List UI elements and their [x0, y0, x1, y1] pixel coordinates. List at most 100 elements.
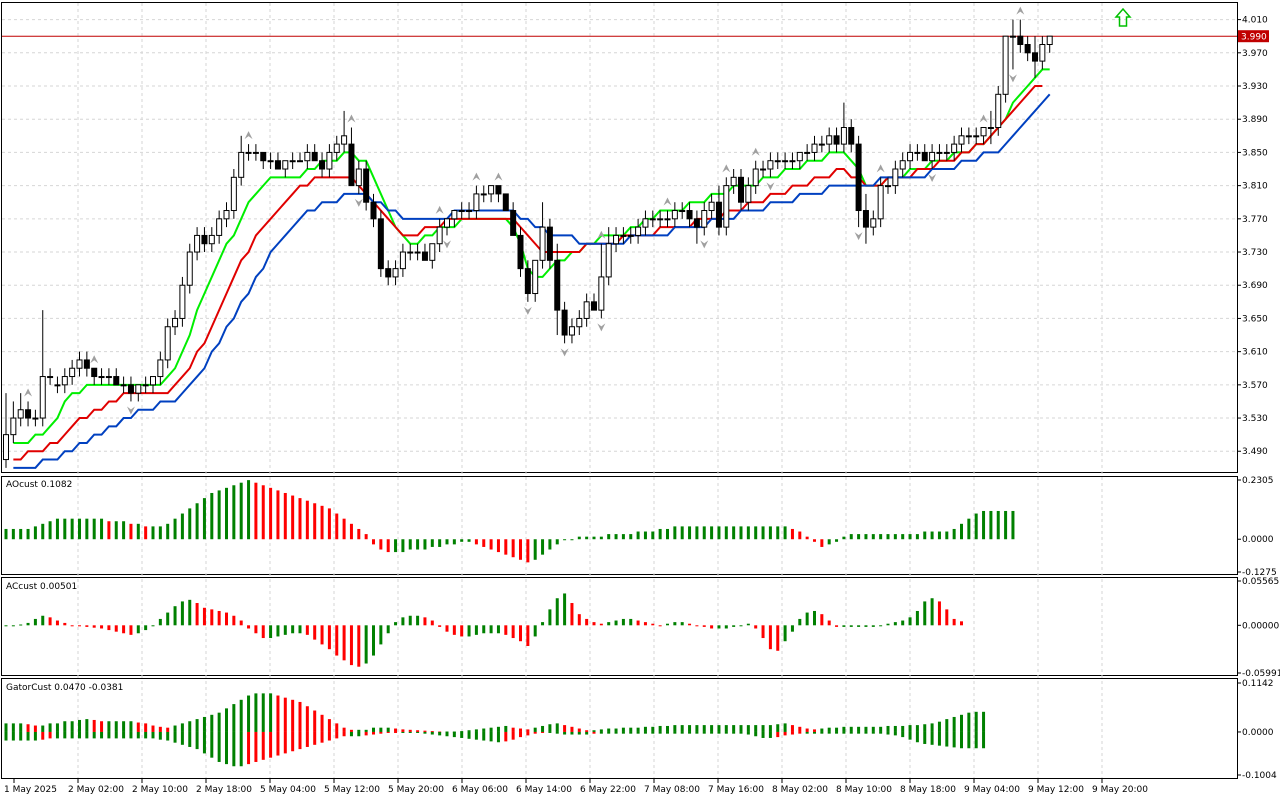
price-tick-label: 3.530	[1242, 414, 1268, 424]
gator-upper-bar	[739, 725, 743, 732]
fractal-down-icon	[560, 348, 569, 357]
candle-body-bull	[480, 193, 487, 196]
candle	[39, 310, 46, 427]
ao-bar	[710, 526, 714, 540]
candle-body-bull	[679, 210, 686, 213]
price-tick-label: 3.730	[1242, 248, 1268, 258]
candle	[929, 144, 936, 170]
gator-lower-bar	[26, 731, 30, 741]
candle	[83, 351, 90, 377]
ac-bar	[416, 615, 420, 626]
ao-bar	[658, 528, 662, 540]
ao-bar	[460, 539, 464, 542]
candle	[987, 110, 994, 145]
candle-body-bull	[532, 259, 539, 295]
ao-bar	[974, 513, 978, 540]
candle-body-bull	[576, 317, 583, 328]
candle	[715, 185, 722, 236]
candle-body-bull	[473, 193, 480, 212]
ao-bar	[783, 526, 787, 540]
gator-upper-bar	[592, 730, 596, 732]
gator-lower-bar	[305, 731, 309, 747]
gator-upper-bar	[680, 725, 684, 732]
ao-bar	[989, 510, 993, 540]
price-tick-label: 3.690	[1242, 281, 1268, 291]
ao-bar	[629, 534, 633, 540]
fractal-up-icon	[751, 147, 760, 156]
fractal-up-icon	[244, 131, 253, 140]
gator-upper-bar	[467, 730, 471, 732]
candle	[17, 393, 24, 427]
ac-bar	[813, 610, 816, 626]
candle-body-bull	[341, 135, 348, 145]
gator-lower-bar	[210, 731, 214, 758]
gator-lower-bar	[48, 731, 52, 739]
candle-body-bull	[613, 234, 620, 245]
gator-lower-bar	[857, 731, 861, 734]
ao-bar	[107, 521, 111, 540]
gator-lower-bar	[151, 731, 155, 739]
candle	[274, 152, 281, 170]
ao-bar	[761, 526, 765, 540]
ac-bar	[408, 615, 412, 626]
ac-pane[interactable]: ACcust 0.00501	[4, 582, 964, 667]
ac-bar	[291, 625, 295, 634]
gator-pane[interactable]: GatorCust 0.0470 -0.0381	[4, 683, 986, 767]
candle-body-bull	[289, 160, 296, 163]
gator-lower-bar	[379, 731, 383, 734]
ao-tick-label: 0.2305	[1242, 476, 1274, 486]
candle-body-bull	[1009, 35, 1016, 38]
time-tick-label: 1 May 2025	[4, 785, 57, 795]
gator-lower-bar	[923, 731, 927, 744]
gator-lower-bar	[335, 731, 339, 739]
ao-bar	[92, 518, 96, 540]
candle-body-bear	[348, 143, 355, 187]
candle-body-bear	[83, 359, 90, 369]
price-pane[interactable]: 3.990	[2, 6, 1269, 469]
ac-bar	[945, 609, 949, 626]
gator-upper-bar	[607, 728, 611, 732]
candle	[664, 210, 671, 228]
ao-bar	[651, 531, 655, 540]
candle	[833, 127, 840, 153]
candle	[605, 227, 612, 286]
candle	[738, 169, 744, 211]
candle-body-bull	[172, 317, 179, 328]
gator-lower-bar	[871, 731, 875, 734]
ao-pane[interactable]: AOcust 0.1082	[4, 480, 1015, 563]
candle	[1046, 35, 1053, 53]
candle	[297, 152, 303, 163]
candle	[135, 384, 142, 402]
ao-bar	[930, 531, 934, 540]
candle	[282, 160, 289, 178]
ao-bar	[261, 485, 265, 540]
ao-bar	[129, 523, 133, 540]
candle-body-bull	[135, 384, 142, 394]
gator-lower-bar	[592, 731, 596, 734]
price-tick-label: 3.650	[1242, 314, 1268, 324]
gator-upper-bar	[695, 725, 699, 732]
candle	[804, 144, 811, 161]
gator-upper-bar	[702, 725, 706, 732]
candle	[127, 376, 134, 402]
candle-body-bull	[568, 326, 575, 336]
candle-body-bull	[194, 234, 201, 253]
gator-upper-bar	[48, 723, 52, 732]
candle-body-bull	[885, 185, 891, 188]
candle	[91, 367, 98, 385]
ao-bar	[100, 518, 104, 540]
current-price-label: 3.990	[1241, 33, 1267, 43]
candle	[98, 368, 105, 385]
ac-bar	[643, 622, 647, 626]
candle	[385, 260, 392, 286]
ac-bar	[651, 623, 655, 626]
gator-lower-bar	[195, 731, 199, 750]
gator-lower-bar	[555, 731, 559, 734]
gator-upper-bar	[761, 725, 765, 732]
gator-lower-bar	[408, 731, 412, 733]
candle	[730, 169, 737, 194]
candle-body-bull	[605, 243, 612, 278]
ac-bar	[746, 623, 750, 626]
ac-bar	[364, 625, 368, 664]
